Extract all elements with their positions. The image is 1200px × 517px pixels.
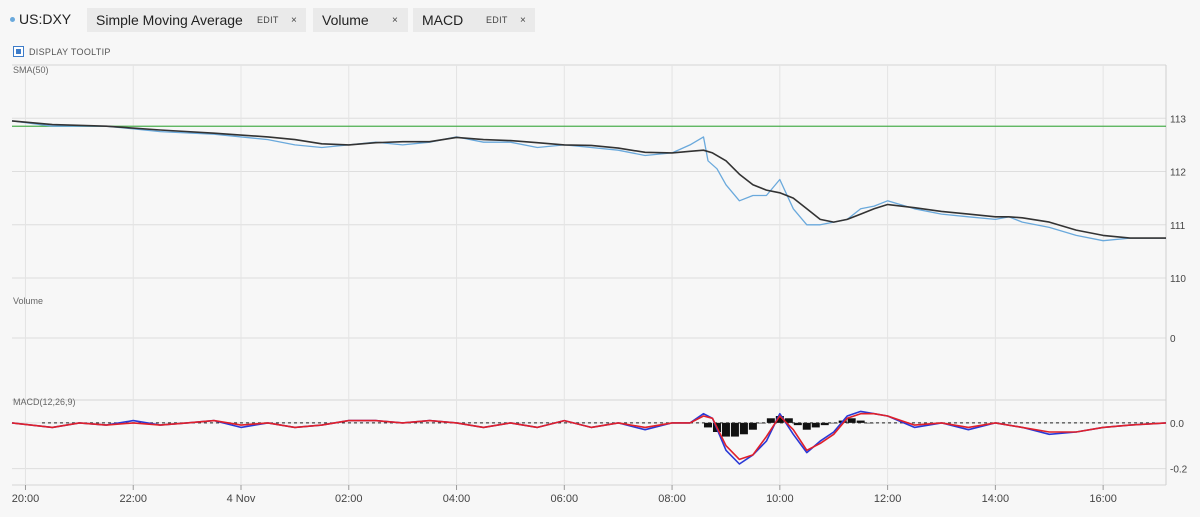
histogram-bar	[847, 418, 856, 423]
histogram-bar	[703, 422, 712, 428]
x-tick-label: 12:00	[874, 493, 902, 505]
x-tick-label: 20:00	[12, 493, 40, 505]
x-tick-label: 22:00	[119, 493, 147, 505]
x-tick-label: 06:00	[551, 493, 579, 505]
histogram-bar	[811, 422, 820, 428]
remove-macd-icon[interactable]: ×	[520, 14, 526, 26]
histogram-bar	[775, 416, 784, 423]
histogram-bar	[739, 422, 748, 435]
price-y-tick: 112	[1170, 168, 1186, 179]
histogram-bar	[784, 418, 793, 423]
sma-panel-label: SMA(50)	[13, 65, 49, 75]
macd-y-tick: 0.0	[1170, 419, 1184, 430]
histogram-bar	[730, 422, 739, 437]
x-tick-label: 14:00	[982, 493, 1010, 505]
histogram-bar	[766, 418, 775, 423]
tooltip-checkbox[interactable]	[13, 46, 24, 57]
x-axis-ticks: 20:00 22:00 4 Nov 02:00 04:00 06:00 08:00 10:00…	[12, 485, 1117, 505]
chip-macd-label: MACD	[422, 12, 464, 28]
edit-sma-button[interactable]: EDIT	[257, 15, 279, 25]
volume-panel-label: Volume	[13, 296, 43, 306]
x-tick-label: 08:00	[658, 493, 686, 505]
indicator-toolbar: US:DXY Simple Moving Average EDIT × Volu…	[0, 0, 1200, 40]
histogram-bar	[865, 422, 874, 424]
histogram-bar	[748, 422, 757, 430]
histogram-bar	[802, 422, 811, 430]
histogram-bar	[820, 422, 829, 426]
macd-line	[11, 410, 1167, 465]
histogram-bar	[757, 422, 766, 424]
x-tick-label: 02:00	[335, 493, 363, 505]
y-axis-ticks: 110 111 112 113 0 0.0 -0.2	[1170, 114, 1188, 475]
chip-volume-label: Volume	[322, 12, 369, 28]
macd-panel-label: MACD(12,26,9)	[13, 397, 76, 407]
edit-macd-button[interactable]: EDIT	[486, 15, 508, 25]
histogram-bar	[721, 422, 730, 437]
remove-volume-icon[interactable]: ×	[392, 14, 398, 26]
grid-lines	[12, 64, 1167, 486]
chip-volume[interactable]: Volume ×	[313, 8, 408, 32]
chip-sma-label: Simple Moving Average	[96, 12, 243, 28]
series-dot-icon	[10, 16, 15, 22]
chip-macd[interactable]: MACD EDIT ×	[413, 8, 535, 32]
macd-y-tick: -0.2	[1170, 465, 1188, 476]
signal-line	[11, 412, 1167, 461]
price-y-tick: 113	[1170, 114, 1186, 125]
price-y-tick: 111	[1170, 221, 1186, 232]
histogram-bar	[856, 420, 865, 423]
symbol-text: US:DXY	[19, 11, 72, 27]
volume-y-tick: 0	[1170, 334, 1176, 345]
x-tick-label: 4 Nov	[227, 493, 256, 505]
x-tick-label: 10:00	[766, 493, 794, 505]
chip-sma[interactable]: Simple Moving Average EDIT ×	[87, 8, 306, 32]
remove-sma-icon[interactable]: ×	[291, 14, 297, 26]
display-tooltip-toggle[interactable]: DISPLAY TOOLTIP	[13, 46, 111, 57]
x-tick-label: 16:00	[1089, 493, 1117, 505]
sma-line	[11, 120, 1166, 239]
histogram-bar	[793, 422, 802, 426]
symbol-label[interactable]: US:DXY	[10, 11, 71, 27]
histogram-bar	[829, 422, 838, 424]
price-line	[11, 120, 1166, 242]
chart-lines	[11, 120, 1167, 465]
x-tick-label: 04:00	[443, 493, 471, 505]
price-y-tick: 110	[1170, 274, 1186, 285]
tooltip-label: DISPLAY TOOLTIP	[29, 46, 111, 57]
